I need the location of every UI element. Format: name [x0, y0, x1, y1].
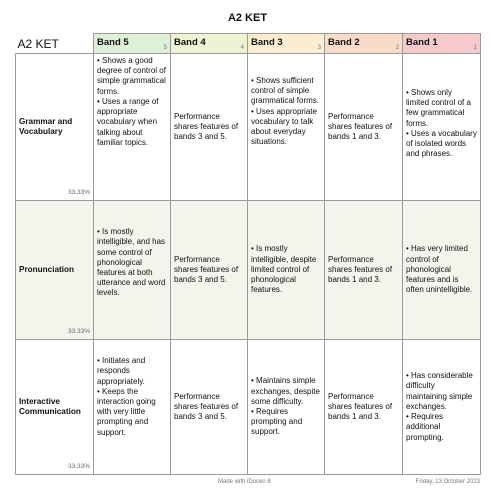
criterion-label-interaction: Interactive Communication 33.33% — [15, 339, 94, 475]
descriptor-cell-band-4[interactable]: Performance shares features of bands 3 a… — [170, 339, 248, 475]
band-label: Band 2 — [328, 37, 360, 48]
band-1-header[interactable]: Band 1 1 — [402, 33, 481, 54]
descriptor-bullet: Uses appropriate vocabulary to talk abou… — [251, 107, 321, 148]
band-number: 3 — [317, 45, 321, 51]
band-label: Band 3 — [251, 37, 283, 48]
criterion-name: Interactive Communication — [19, 396, 81, 417]
band-5-header[interactable]: Band 5 5 — [93, 33, 171, 54]
descriptor-cell-band-2[interactable]: Performance shares features of bands 1 a… — [324, 52, 403, 202]
footer-date: Friday, 13 October 2023 — [415, 479, 480, 485]
band-number: 2 — [395, 45, 399, 51]
criterion-weight: 33.33% — [67, 462, 90, 470]
band-header-row: A2 KET Band 5 5 Band 4 4 Band 3 3 Band 2 2 B… — [15, 33, 481, 54]
criterion-name: Grammar and Vocabulary — [19, 116, 73, 137]
band-4-header[interactable]: Band 4 4 — [170, 33, 248, 54]
band-2-header[interactable]: Band 2 2 — [324, 33, 403, 54]
band-number: 5 — [163, 45, 167, 51]
band-label: Band 5 — [97, 37, 129, 48]
page-title: A2 KET — [227, 12, 268, 24]
descriptor-bullet: Requires additional prompting. — [406, 412, 477, 443]
descriptor-bullet: Maintains simple exchanges, despite some… — [251, 376, 321, 407]
descriptor-text: Performance shares features of bands 1 a… — [328, 254, 393, 285]
descriptor-cell-band-4[interactable]: Performance shares features of bands 3 a… — [170, 200, 248, 341]
descriptor-cell-band-4[interactable]: Performance shares features of bands 3 a… — [170, 52, 248, 202]
descriptor-bullet: Is mostly intelligible, despite limited … — [251, 244, 321, 295]
descriptor-cell-band-5[interactable]: Initiates and responds appropriately.Kee… — [93, 339, 171, 475]
descriptor-cell-band-5[interactable]: Is mostly intelligible, and has some con… — [93, 200, 171, 341]
descriptor-cell-band-2[interactable]: Performance shares features of bands 1 a… — [324, 200, 403, 341]
criterion-row-interaction: Interactive Communication 33.33% Initiate… — [15, 339, 481, 475]
band-3-header[interactable]: Band 3 3 — [247, 33, 325, 54]
descriptor-cell-band-3[interactable]: Is mostly intelligible, despite limited … — [247, 200, 325, 341]
band-number: 4 — [240, 45, 244, 51]
descriptor-text: Performance shares features of bands 1 a… — [328, 111, 393, 142]
descriptor-text: Performance shares features of bands 1 a… — [328, 391, 393, 422]
descriptor-bullet: Shows a good degree of control of simple… — [97, 56, 167, 97]
criterion-row-grammar: Grammar and Vocabulary 33.33% Shows a goo… — [15, 52, 481, 202]
rubric-table: A2 KET Band 5 5 Band 4 4 Band 3 3 Band 2 2 B… — [15, 33, 481, 475]
descriptor-text: Performance shares features of bands 3 a… — [174, 111, 239, 142]
criterion-label-grammar: Grammar and Vocabulary 33.33% — [15, 52, 94, 202]
footer-made-with: Made with iDoceo 8 — [218, 479, 271, 485]
descriptor-bullet: Uses a range of appropriate vocabulary w… — [97, 97, 167, 148]
descriptor-bullet: Shows only limited control of a few gram… — [406, 88, 477, 129]
descriptor-bullet: Has very limited control of phonological… — [406, 244, 477, 295]
descriptor-cell-band-1[interactable]: Shows only limited control of a few gram… — [402, 52, 481, 202]
descriptor-bullet: Is mostly intelligible, and has some con… — [97, 227, 167, 299]
descriptor-bullet: Keeps the interaction going with very li… — [97, 387, 167, 438]
descriptor-cell-band-2[interactable]: Performance shares features of bands 1 a… — [324, 339, 403, 475]
descriptor-cell-band-1[interactable]: Has considerable difficulty maintaining … — [402, 339, 481, 475]
criterion-weight: 33.33% — [67, 188, 90, 196]
descriptor-bullet: Initiates and responds appropriately. — [97, 356, 167, 387]
descriptor-bullet: Requires prompting and support. — [251, 407, 321, 438]
band-label: Band 1 — [406, 37, 438, 48]
band-number: 1 — [473, 45, 477, 51]
criterion-label-pronunciation: Pronunciation 33.33% — [15, 200, 94, 341]
criterion-name: Pronunciation — [19, 264, 75, 274]
descriptor-bullet: Has considerable difficulty maintaining … — [406, 371, 477, 412]
descriptor-cell-band-3[interactable]: Maintains simple exchanges, despite some… — [247, 339, 325, 475]
descriptor-cell-band-1[interactable]: Has very limited control of phonological… — [402, 200, 481, 341]
descriptor-text: Performance shares features of bands 3 a… — [174, 391, 239, 422]
descriptor-text: Performance shares features of bands 3 a… — [174, 254, 239, 285]
descriptor-bullet: Shows sufficient control of simple gramm… — [251, 76, 321, 107]
criterion-weight: 33.33% — [67, 327, 90, 335]
band-label: Band 4 — [174, 37, 206, 48]
descriptor-cell-band-5[interactable]: Shows a good degree of control of simple… — [93, 52, 171, 202]
descriptor-cell-band-3[interactable]: Shows sufficient control of simple gramm… — [247, 52, 325, 202]
rubric-title: A2 KET — [15, 33, 94, 54]
descriptor-bullet: Uses a vocabulary of isolated words and … — [406, 129, 477, 160]
criterion-row-pronunciation: Pronunciation 33.33% Is mostly intelligib… — [15, 200, 481, 341]
